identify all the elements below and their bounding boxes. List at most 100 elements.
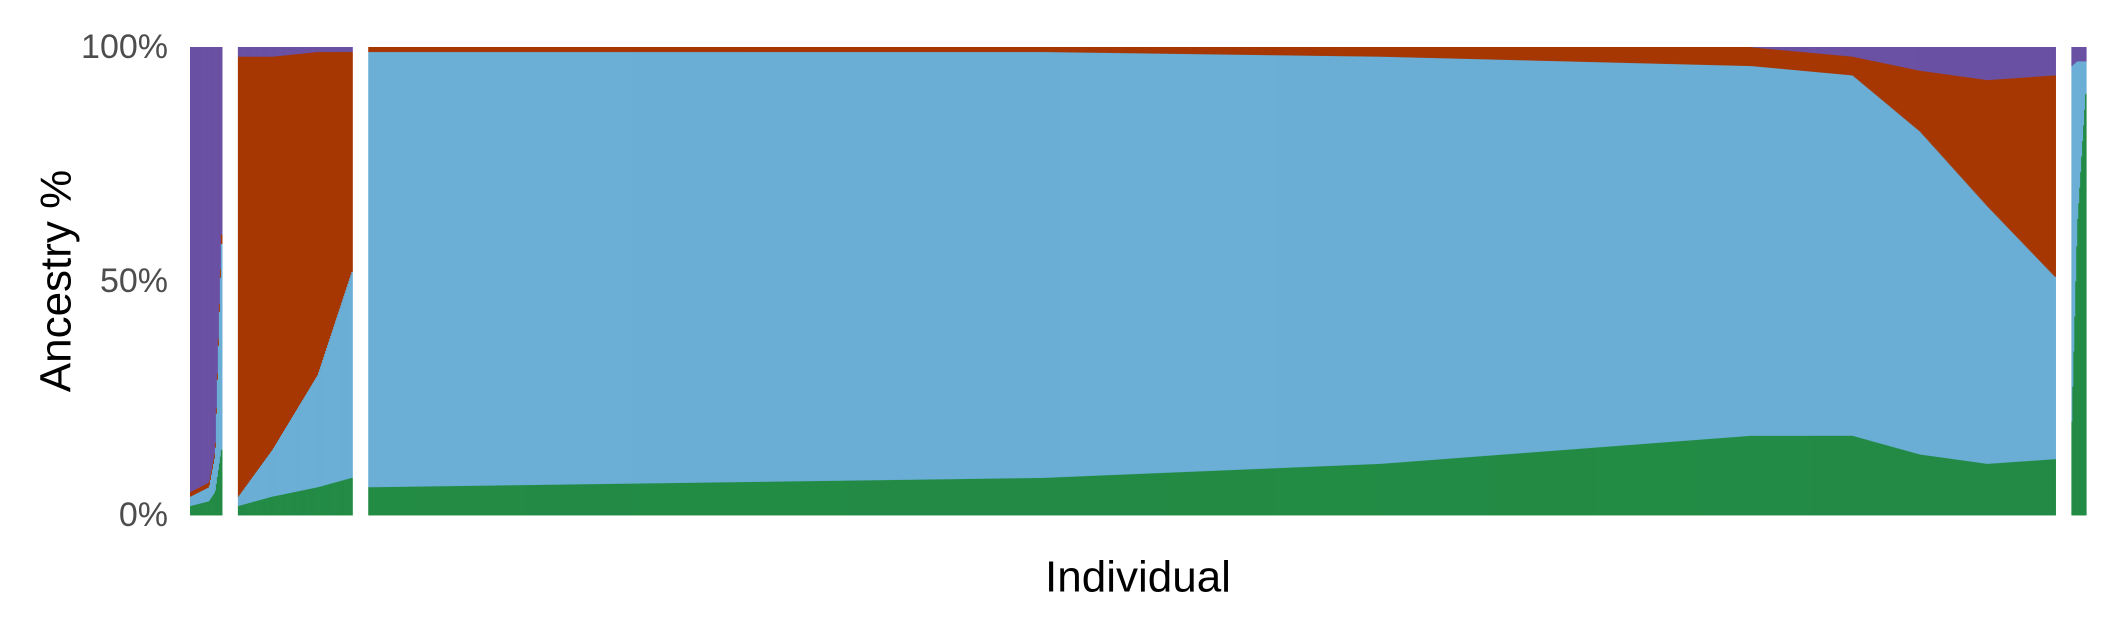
ancestry-bar-segment — [319, 368, 321, 487]
ancestry-bar-segment — [1119, 47, 1121, 54]
ancestry-bar-segment — [1441, 458, 1443, 516]
ancestry-bar-segment — [804, 51, 806, 482]
ancestry-bar-segment — [725, 47, 727, 53]
ancestry-bar-segment — [1647, 47, 1649, 64]
ancestry-bar-segment — [971, 478, 973, 516]
ancestry-bar-segment — [1336, 465, 1338, 516]
ancestry-bar-segment — [1445, 58, 1447, 459]
ancestry-bar-segment — [491, 485, 493, 516]
ancestry-bar-segment — [523, 484, 525, 516]
ancestry-bar-segment — [1207, 53, 1209, 472]
ancestry-bar-segment — [515, 47, 517, 53]
ancestry-bar-segment — [1153, 53, 1155, 474]
ancestry-bar-segment — [911, 51, 913, 480]
ancestry-bar-segment — [282, 55, 284, 434]
ancestry-bar-segment — [716, 482, 718, 516]
ancestry-bar-segment — [1725, 65, 1727, 438]
ancestry-bar-segment — [1036, 47, 1038, 53]
ancestry-bar-segment — [1561, 47, 1563, 62]
ancestry-bar-segment — [351, 477, 353, 516]
ancestry-bar-segment — [669, 51, 671, 484]
ancestry-bar-segment — [1736, 47, 1738, 66]
ancestry-bar-segment — [1679, 47, 1681, 65]
ancestry-bar-segment — [1063, 47, 1065, 53]
ancestry-bar-segment — [1173, 53, 1175, 473]
ancestry-bar-segment — [440, 485, 442, 516]
ancestry-bar-segment — [1339, 55, 1341, 466]
ancestry-bar-segment — [243, 503, 246, 516]
ancestry-bar-segment — [1583, 61, 1585, 449]
ancestry-bar-segment — [631, 51, 633, 484]
ancestry-bar-segment — [1011, 51, 1013, 479]
ancestry-bar-segment — [795, 51, 797, 482]
ancestry-bar-segment — [1052, 477, 1054, 516]
ancestry-bar-segment — [1225, 47, 1227, 55]
ancestry-bar-segment — [821, 47, 823, 53]
ancestry-bar-segment — [1794, 47, 1796, 52]
ancestry-bar-segment — [1801, 70, 1803, 436]
ancestry-bar-segment — [682, 47, 684, 53]
ancestry-bar-segment — [371, 51, 373, 488]
ancestry-bar-segment — [535, 484, 537, 516]
ancestry-bar-segment — [457, 485, 459, 516]
ancestry-bar-segment — [1470, 58, 1472, 458]
ancestry-bar-segment — [1454, 47, 1456, 59]
ancestry-bar-segment — [1516, 453, 1518, 516]
ancestry-bar-segment — [1419, 47, 1421, 58]
ancestry-bar-segment — [1248, 54, 1250, 470]
ancestry-bar-segment — [1346, 464, 1348, 516]
ancestry-bar-segment — [317, 486, 319, 516]
ancestry-bar-segment — [767, 481, 769, 516]
ancestry-bar-segment — [287, 424, 289, 494]
ancestry-bar-segment — [917, 47, 919, 53]
ancestry-bar-segment — [568, 51, 570, 485]
ancestry-bar-segment — [286, 47, 288, 56]
ancestry-bar-segment — [1139, 47, 1141, 54]
ancestry-bar-segment — [1275, 54, 1277, 469]
ancestry-bar-segment — [1115, 52, 1117, 475]
ancestry-bar-segment — [780, 47, 782, 53]
ancestry-bar-segment — [1724, 47, 1726, 66]
ancestry-bar-segment — [1332, 55, 1334, 466]
ancestry-bar-segment — [1682, 47, 1684, 65]
ancestry-bar-segment — [727, 47, 729, 53]
ancestry-bar-segment — [609, 51, 611, 484]
ancestry-bar-segment — [935, 479, 937, 516]
ancestry-bar-segment — [1637, 62, 1639, 445]
ancestry-bar-segment — [1481, 455, 1483, 516]
ancestry-bar-segment — [1657, 63, 1659, 443]
ancestry-bar-segment — [511, 51, 513, 486]
ancestry-bar-segment — [573, 484, 575, 516]
ancestry-bar-segment — [980, 478, 982, 516]
ancestry-bar-segment — [948, 478, 950, 516]
ancestry-bar-segment — [1567, 61, 1569, 450]
ancestry-bar-segment — [1003, 478, 1005, 516]
ancestry-bar-segment — [283, 47, 285, 56]
ancestry-bar-segment — [1224, 54, 1226, 471]
ancestry-bar-segment — [806, 480, 808, 516]
ancestry-bar-segment — [1321, 55, 1323, 467]
ancestry-bar-segment — [190, 505, 192, 516]
ancestry-bar-segment — [555, 484, 557, 516]
ancestry-bar-segment — [324, 485, 326, 516]
ancestry-bar-segment — [1220, 47, 1222, 55]
ancestry-bar-segment — [265, 56, 268, 459]
ancestry-bar-segment — [1498, 454, 1500, 516]
ancestry-bar-segment — [1581, 47, 1583, 62]
ancestry-bar-segment — [1802, 435, 1804, 516]
ancestry-bar-segment — [970, 47, 972, 53]
ancestry-bar-segment — [478, 47, 480, 53]
ancestry-bar-segment — [281, 55, 283, 435]
ancestry-bar-segment — [1723, 65, 1725, 438]
ancestry-bar-segment — [300, 402, 302, 491]
ancestry-bar-segment — [558, 51, 560, 485]
ancestry-bar-segment — [704, 51, 706, 483]
ancestry-bar-segment — [1760, 47, 1762, 67]
ancestry-bar-segment — [870, 51, 872, 481]
ancestry-bar-segment — [192, 504, 195, 516]
ancestry-bar-segment — [1202, 470, 1204, 516]
ancestry-bar-segment — [1495, 47, 1497, 60]
ancestry-bar-segment — [813, 480, 815, 516]
ancestry-bar-segment — [291, 417, 293, 493]
ancestry-bar-segment — [1032, 477, 1034, 516]
